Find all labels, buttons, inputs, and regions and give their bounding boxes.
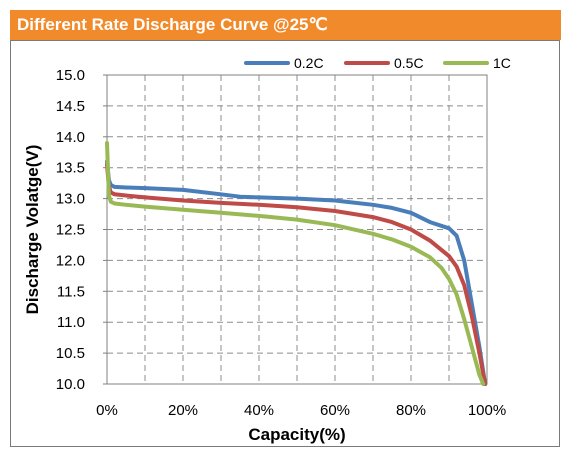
x-axis-ticks: 0% 20% 40% 60% 80% 100%	[96, 402, 506, 419]
x-tick-label: 40%	[244, 402, 274, 419]
y-tick-label: 10.0	[56, 376, 85, 393]
y-tick-label: 13.0	[56, 191, 85, 208]
x-tick-label: 100%	[468, 402, 506, 419]
x-tick-label: 80%	[396, 402, 426, 419]
x-tick-label: 60%	[320, 402, 350, 419]
x-tick-label: 0%	[96, 402, 118, 419]
series-lines	[105, 141, 488, 386]
y-tick-label: 13.5	[56, 160, 85, 177]
y-axis-label: Discharge Volatge(V)	[23, 145, 42, 315]
y-tick-label: 12.0	[56, 252, 85, 269]
y-tick-label: 14.0	[56, 129, 85, 146]
chart-grid	[107, 75, 487, 384]
y-tick-label: 11.5	[57, 283, 85, 300]
legend-label-1C: 1C	[493, 55, 511, 71]
legend-label-0.5C: 0.5C	[394, 55, 424, 71]
series-line-0.5C	[105, 162, 488, 386]
chart-frame	[10, 40, 560, 447]
x-axis-label: Capacity(%)	[248, 425, 345, 444]
y-tick-label: 10.5	[56, 345, 85, 362]
y-tick-label: 14.5	[56, 98, 85, 115]
series-line-0.2C	[105, 159, 488, 386]
chart-title: Different Rate Discharge Curve @25℃	[10, 10, 561, 40]
series-line-1C	[105, 141, 486, 386]
legend-label-0.2C: 0.2C	[294, 55, 324, 71]
y-tick-label: 15.0	[56, 67, 85, 84]
y-axis-ticks: 15.0 14.5 14.0 13.5 13.0 12.5 12.0 11.5 11.0 10.5…	[56, 67, 107, 393]
legend: 0.2C 0.5C 1C	[244, 55, 511, 71]
x-tick-label: 20%	[168, 402, 198, 419]
y-tick-label: 11.0	[57, 314, 85, 331]
y-tick-label: 12.5	[56, 222, 85, 239]
